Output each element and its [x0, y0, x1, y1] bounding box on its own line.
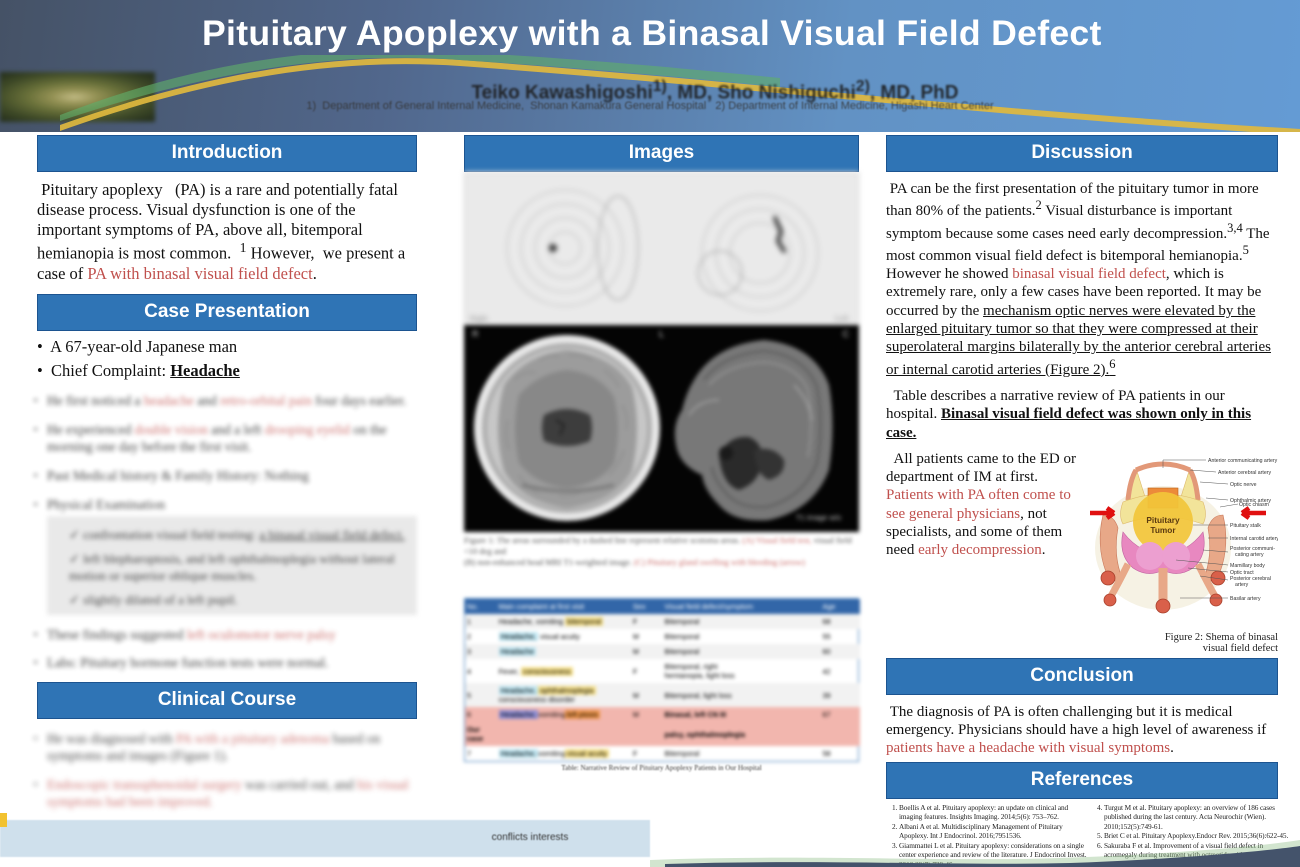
- svg-text:Optic nerve: Optic nerve: [1230, 482, 1257, 488]
- svg-text:Tumor: Tumor: [1150, 525, 1176, 535]
- svg-text:T1 image w/o: T1 image w/o: [796, 513, 841, 522]
- svg-text:C: C: [843, 329, 850, 339]
- svg-text:Anterior cerebral artery: Anterior cerebral artery: [1218, 470, 1271, 476]
- svg-text:Right: Right: [470, 314, 489, 323]
- svg-text:Internal carotid artery: Internal carotid artery: [1230, 536, 1278, 542]
- svg-text:Left: Left: [835, 314, 849, 323]
- svg-text:Anterior communicating artery: Anterior communicating artery: [1208, 458, 1278, 464]
- svg-text:Pituitary stalk: Pituitary stalk: [1230, 523, 1261, 529]
- svg-text:Optic chiasm: Optic chiasm: [1239, 502, 1269, 508]
- svg-text:L: L: [659, 329, 664, 339]
- svg-text:Pituitary: Pituitary: [1146, 515, 1180, 525]
- svg-text:artery: artery: [1235, 582, 1249, 588]
- svg-text:Basilar artery: Basilar artery: [1230, 596, 1261, 602]
- svg-text:Mamillary body: Mamillary body: [1230, 563, 1265, 569]
- svg-text:cating artery: cating artery: [1235, 552, 1264, 558]
- svg-text:R: R: [472, 329, 479, 339]
